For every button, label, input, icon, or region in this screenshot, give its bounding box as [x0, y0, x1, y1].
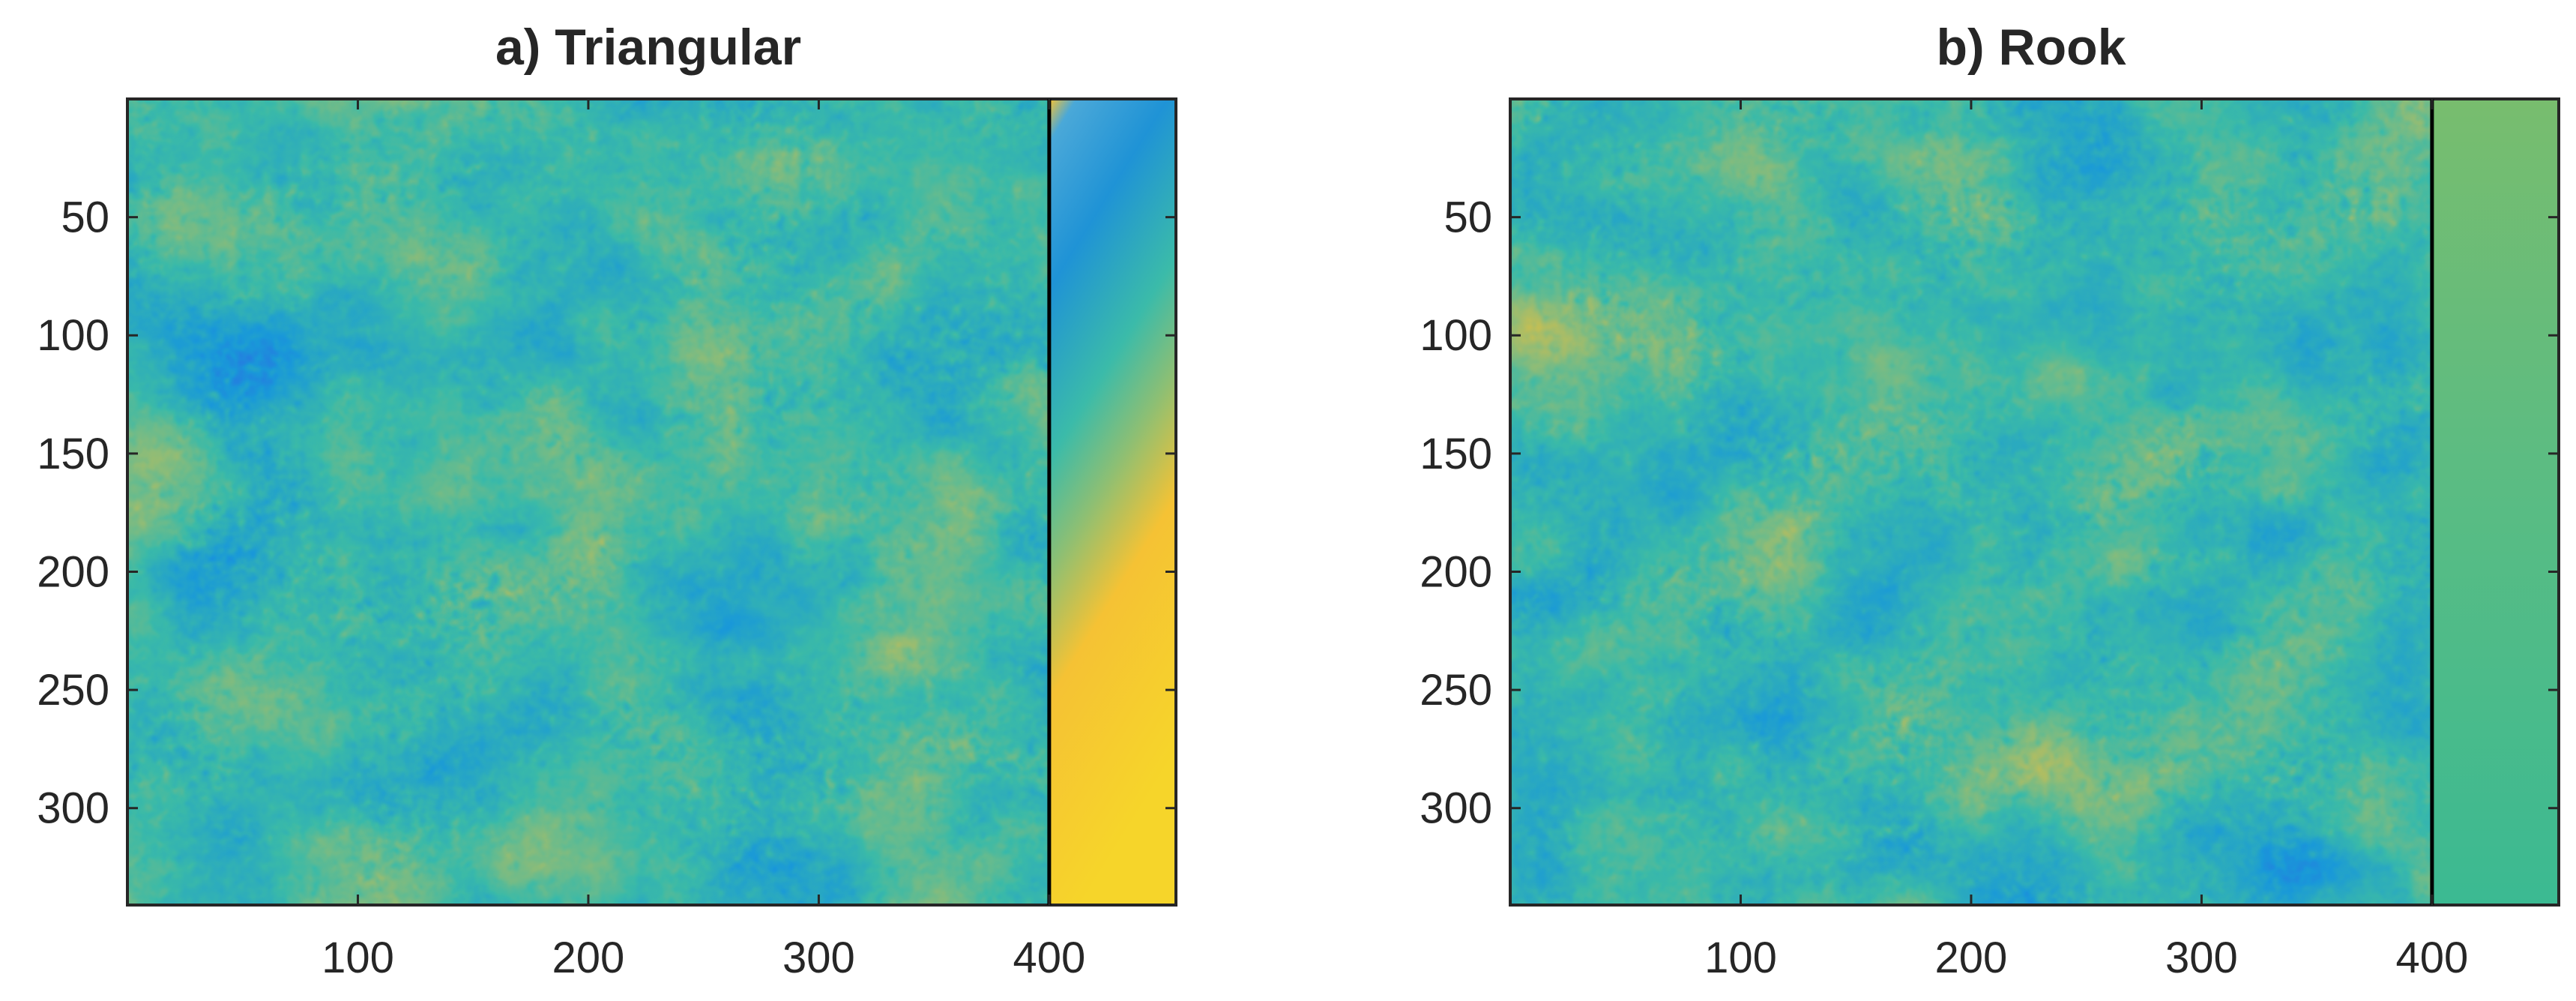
panel-a-xtick-label: 200 — [552, 934, 625, 982]
panel-a-image — [127, 99, 1055, 905]
panel-a-ytick-label: 300 — [37, 784, 109, 833]
panel-b-ytick-label: 250 — [1420, 666, 1492, 715]
panel-a-xtick-label: 400 — [1013, 934, 1085, 982]
panel-b-axes: 100 200 300 400 50 100 150 200 250 300 — [1420, 97, 2560, 982]
panel-b-ytick-label: 150 — [1420, 430, 1492, 478]
panel-b-axes-frame — [1509, 97, 2560, 907]
panel-b-xtick-label: 400 — [2395, 934, 2468, 982]
panel-a-xtick-label: 300 — [782, 934, 855, 982]
panel-b-image — [1510, 99, 2438, 905]
panel-b-ytick-label: 200 — [1420, 547, 1492, 596]
panel-a-ytick-label: 150 — [37, 430, 109, 478]
panel-b-ytick-label: 300 — [1420, 784, 1492, 833]
panel-a: a) Triangular 100 200 300 400 50 100 150 200 250… — [37, 19, 1177, 982]
panel-b-padded-strip — [2433, 99, 2559, 905]
panel-a-padded-strip-full — [1050, 99, 1176, 905]
panel-a-title: a) Triangular — [495, 19, 801, 76]
panel-b-xtick-label: 100 — [1704, 934, 1777, 982]
panel-a-ytick-label: 250 — [37, 666, 109, 715]
panel-b-xtick-label: 200 — [1935, 934, 2008, 982]
panel-b-xtick-label: 300 — [2165, 934, 2238, 982]
panel-a-axes: 100 200 300 400 50 100 150 200 250 300 — [37, 97, 1177, 982]
panel-a-ytick-label: 200 — [37, 547, 109, 596]
panel-b-title: b) Rook — [1936, 19, 2126, 76]
panel-b-ytick-label: 100 — [1420, 311, 1492, 360]
panel-b-ytick-label: 50 — [1444, 193, 1492, 242]
panel-a-axes-frame — [126, 97, 1177, 907]
panel-a-ytick-label: 100 — [37, 311, 109, 360]
panel-b: b) Rook 100 200 300 400 50 100 150 200 250 300 — [1420, 19, 2560, 982]
panel-a-xtick-label: 100 — [322, 934, 394, 982]
panel-a-ytick-label: 50 — [61, 193, 109, 242]
